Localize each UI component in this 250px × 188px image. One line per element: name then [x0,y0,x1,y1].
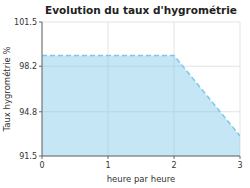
y-tick-label: 91.5 [19,152,37,161]
y-tick-label: 98.2 [19,62,37,71]
y-tick [39,156,42,157]
chart-container: 0 1 2 3 91.5 94.8 98.2 101.5 Evolution du taux d… [0,0,250,188]
y-tick-label: 94.8 [19,108,37,117]
data-group [42,56,240,157]
x-tick-label: 3 [237,161,242,170]
x-tick [240,156,241,159]
y-tick [39,111,42,112]
grid [42,22,240,156]
x-axis-label: heure par heure [107,174,176,184]
line [42,56,240,136]
chart-svg: 0 1 2 3 91.5 94.8 98.2 101.5 Evolution du taux d… [0,0,250,188]
x-tick-label: 0 [39,161,44,170]
y-axis-label: Taux hygrométrie % [2,46,12,132]
x-tick-label: 1 [105,161,110,170]
y-tick-label: 101.5 [14,18,37,27]
y-tick [39,22,42,23]
grid-line-x [42,22,43,156]
axes: 0 1 2 3 91.5 94.8 98.2 101.5 [14,18,242,170]
area [42,56,240,157]
y-tick [39,66,42,67]
y-axis-line [42,22,43,156]
x-tick [174,156,175,159]
x-tick-label: 2 [171,161,176,170]
x-axis-line [42,156,240,157]
grid-line-y [42,156,240,157]
x-tick [108,156,109,159]
grid-line-y [42,22,240,23]
title: Evolution du taux d'hygrométrie [45,4,237,16]
